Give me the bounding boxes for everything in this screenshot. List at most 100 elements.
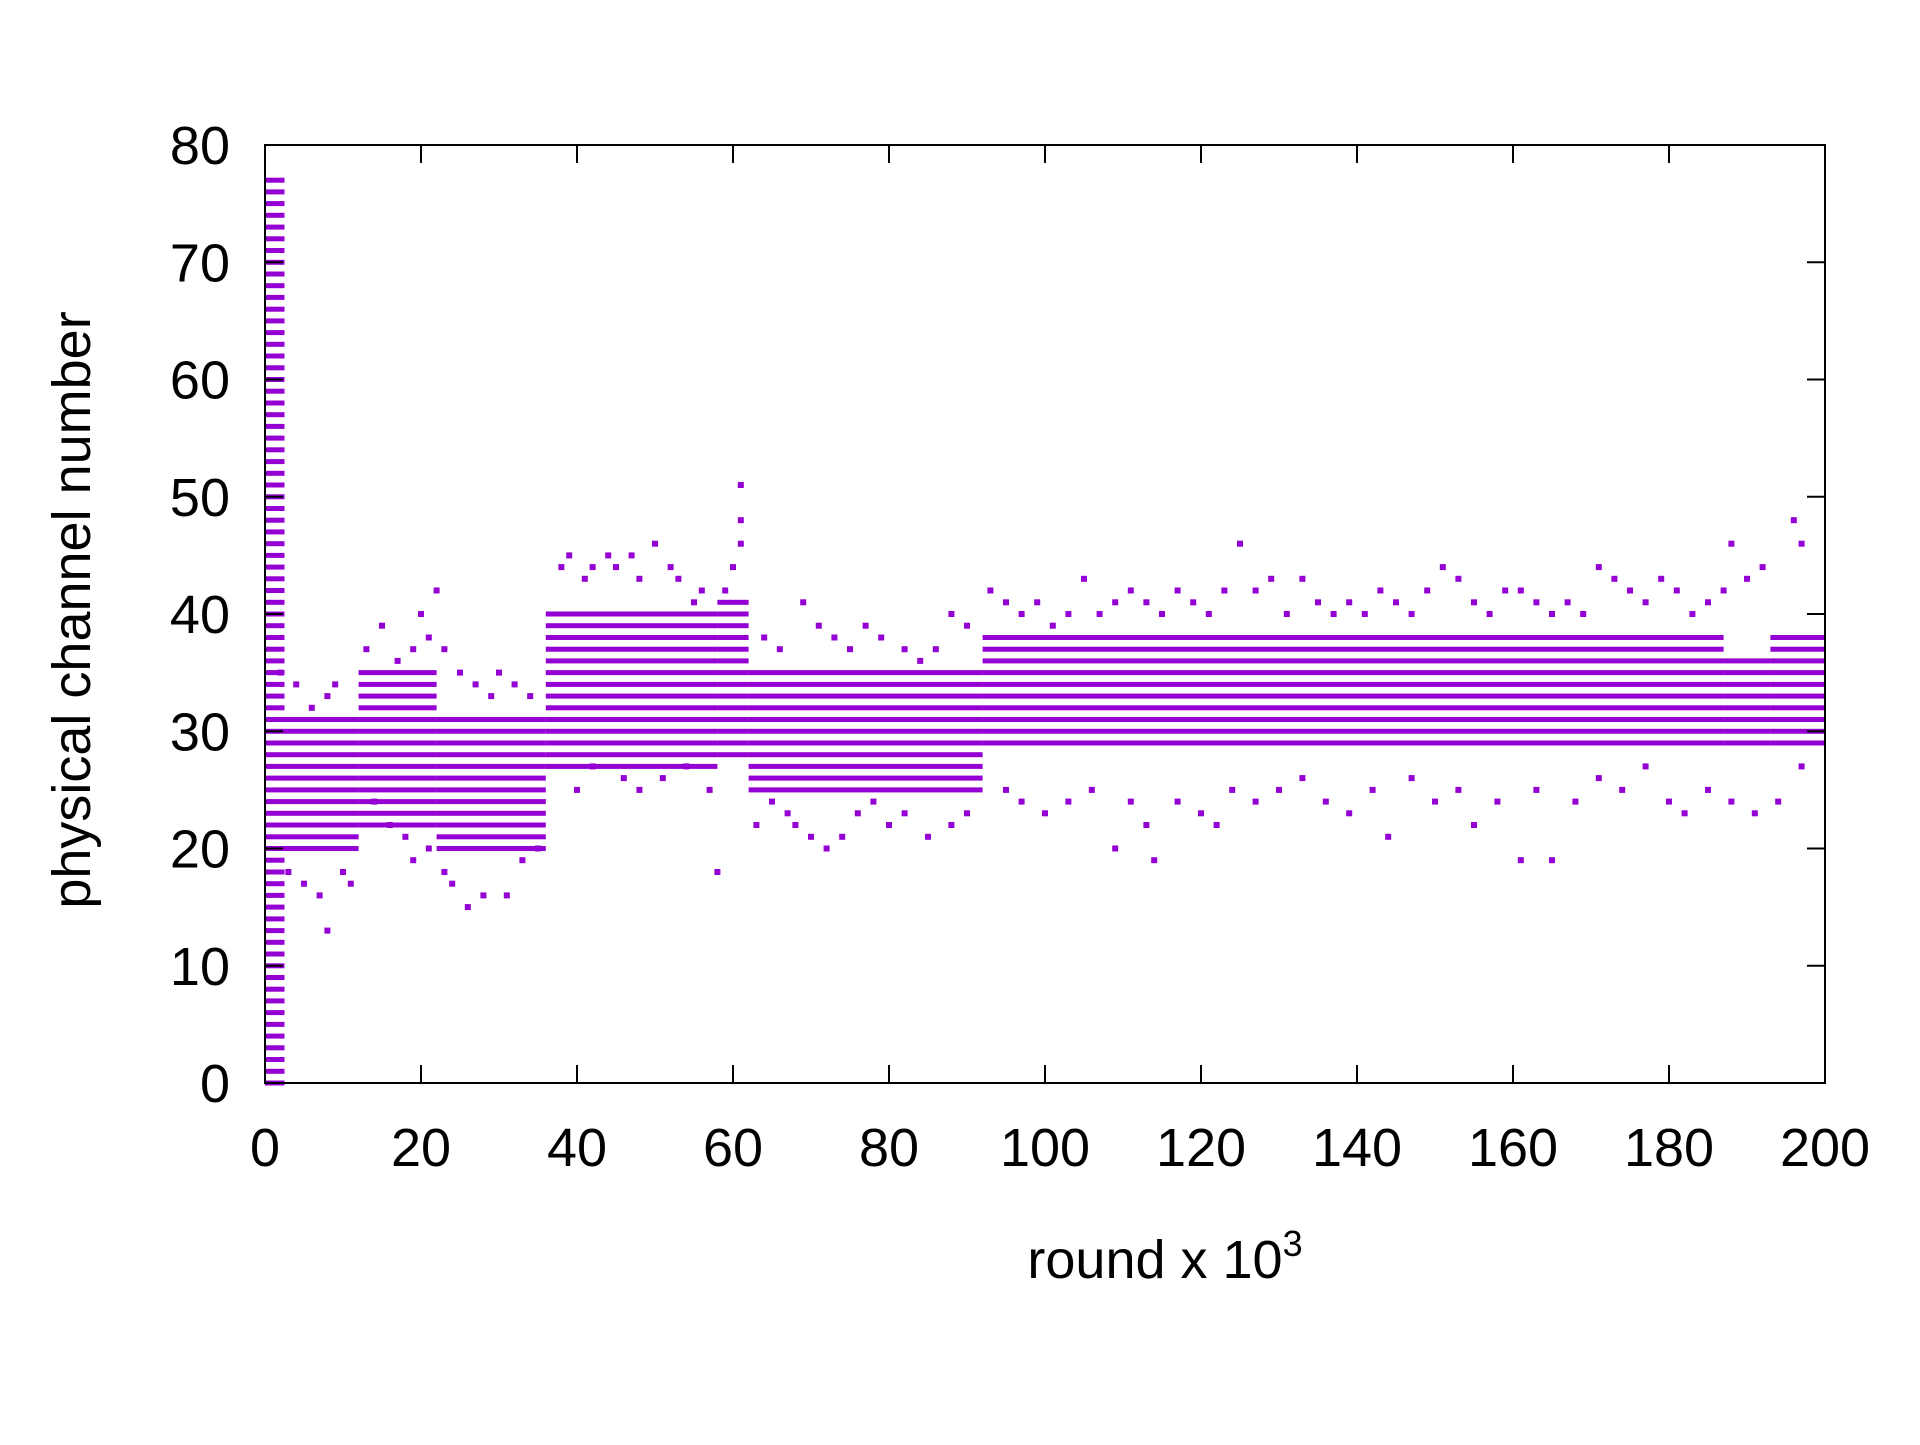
channel-band-3-ch22 (436, 822, 546, 828)
data-point-159 (1322, 798, 1329, 805)
channel-band-8-ch30 (1723, 728, 1771, 734)
data-point-22 (410, 857, 417, 864)
channel-band-0-ch77 (265, 177, 285, 183)
channel-band-0-ch56 (265, 423, 285, 429)
data-point-73 (901, 810, 908, 817)
channel-band-0-ch33 (265, 693, 285, 699)
channel-band-0-ch19 (265, 857, 285, 863)
channel-band-0-ch4 (265, 1033, 285, 1039)
data-point-63 (753, 822, 760, 828)
data-point-15 (418, 611, 424, 617)
channel-band-0-ch59 (265, 388, 285, 394)
data-point-62 (722, 587, 729, 594)
data-point-25 (449, 880, 456, 887)
channel-band-9-ch34 (1770, 681, 1825, 687)
data-point-105 (1221, 587, 1228, 594)
channel-band-0-ch14 (265, 916, 285, 922)
channel-band-9-ch38 (1770, 635, 1825, 640)
data-point-162 (1385, 833, 1392, 840)
channel-band-0-ch7 (265, 998, 285, 1004)
channel-band-0-ch3 (265, 1045, 285, 1051)
channel-band-0-ch25 (265, 787, 285, 793)
data-point-56 (706, 786, 713, 793)
data-point-106 (1237, 540, 1243, 547)
channel-band-2-ch28 (358, 752, 437, 758)
data-point-28 (503, 892, 510, 899)
data-point-129 (1595, 564, 1602, 571)
channel-band-0-ch58 (265, 400, 285, 406)
y-tick-label-80: 80 (170, 116, 230, 176)
channel-band-4-ch40 (545, 611, 718, 617)
channel-band-4-ch39 (545, 623, 718, 629)
data-point-85 (901, 646, 908, 653)
data-point-75 (948, 822, 955, 828)
data-point-84 (878, 634, 885, 641)
data-point-107 (1252, 587, 1259, 594)
data-point-95 (1065, 611, 1072, 617)
channel-band-0-ch75 (265, 201, 285, 207)
data-point-88 (948, 611, 955, 617)
channel-band-0-ch1 (265, 1068, 285, 1074)
data-point-97 (1096, 611, 1103, 617)
data-point-155 (1229, 786, 1236, 793)
channel-band-9-ch29 (1770, 740, 1825, 746)
channel-band-0-ch53 (265, 459, 285, 465)
data-point-9 (340, 869, 346, 875)
x-tick-label-100: 100 (1000, 1118, 1090, 1178)
data-point-4 (332, 681, 339, 688)
channel-band-0-ch48 (265, 517, 285, 523)
data-point-89 (964, 622, 970, 629)
channel-band-3-ch20 (436, 846, 546, 851)
channel-band-5-ch29 (717, 740, 749, 746)
channel-band-1-ch30 (284, 728, 359, 734)
channel-band-0-ch18 (265, 869, 285, 875)
data-point-55 (683, 763, 690, 770)
channel-band-0-ch64 (265, 330, 285, 336)
channel-band-0-ch21 (265, 834, 285, 840)
channel-band-2-ch35 (358, 670, 437, 676)
data-point-12 (379, 622, 385, 629)
channel-band-4-ch30 (545, 728, 718, 734)
channel-band-5-ch37 (717, 646, 749, 652)
data-point-6 (301, 880, 307, 887)
channel-band-0-ch27 (265, 763, 285, 769)
data-point-119 (1439, 564, 1446, 571)
channel-band-0-ch61 (265, 365, 285, 371)
channel-band-4-ch38 (545, 635, 718, 640)
channel-band-0-ch11 (265, 951, 285, 957)
data-point-46 (667, 564, 674, 571)
channel-band-8-ch34 (1723, 681, 1771, 687)
data-point-45 (652, 540, 658, 547)
channel-band-0-ch49 (265, 506, 285, 511)
channel-band-0-ch22 (265, 822, 285, 828)
data-point-170 (1549, 857, 1555, 864)
channel-band-0-ch63 (265, 341, 285, 347)
channel-band-5-ch39 (717, 623, 749, 629)
data-point-101 (1159, 611, 1165, 617)
channel-band-6-ch35 (748, 670, 983, 676)
channel-band-7-ch36 (982, 658, 1724, 664)
data-point-13 (394, 657, 401, 664)
data-point-135 (1689, 611, 1696, 617)
channel-band-0-ch71 (265, 248, 285, 253)
channel-band-1-ch29 (284, 740, 359, 746)
channel-band-6-ch32 (748, 705, 983, 711)
data-point-139 (1744, 575, 1750, 582)
channel-band-7-ch29 (982, 740, 1724, 746)
channel-band-0-ch15 (265, 904, 285, 910)
data-point-171 (1572, 798, 1579, 805)
channel-band-6-ch29 (748, 740, 983, 746)
data-point-131 (1627, 587, 1633, 594)
data-point-57 (714, 869, 721, 875)
channel-band-0-ch9 (265, 975, 285, 980)
data-point-177 (1705, 786, 1711, 793)
channel-band-4-ch29 (545, 740, 718, 746)
channel-band-4-ch36 (545, 658, 718, 664)
data-point-117 (1408, 611, 1415, 617)
channel-band-0-ch41 (265, 599, 285, 605)
x-axis-title-superscript: 3 (1283, 1223, 1303, 1264)
data-point-76 (964, 810, 970, 817)
channel-band-5-ch28 (717, 752, 749, 758)
data-point-44 (636, 575, 643, 582)
data-point-58 (730, 564, 736, 571)
